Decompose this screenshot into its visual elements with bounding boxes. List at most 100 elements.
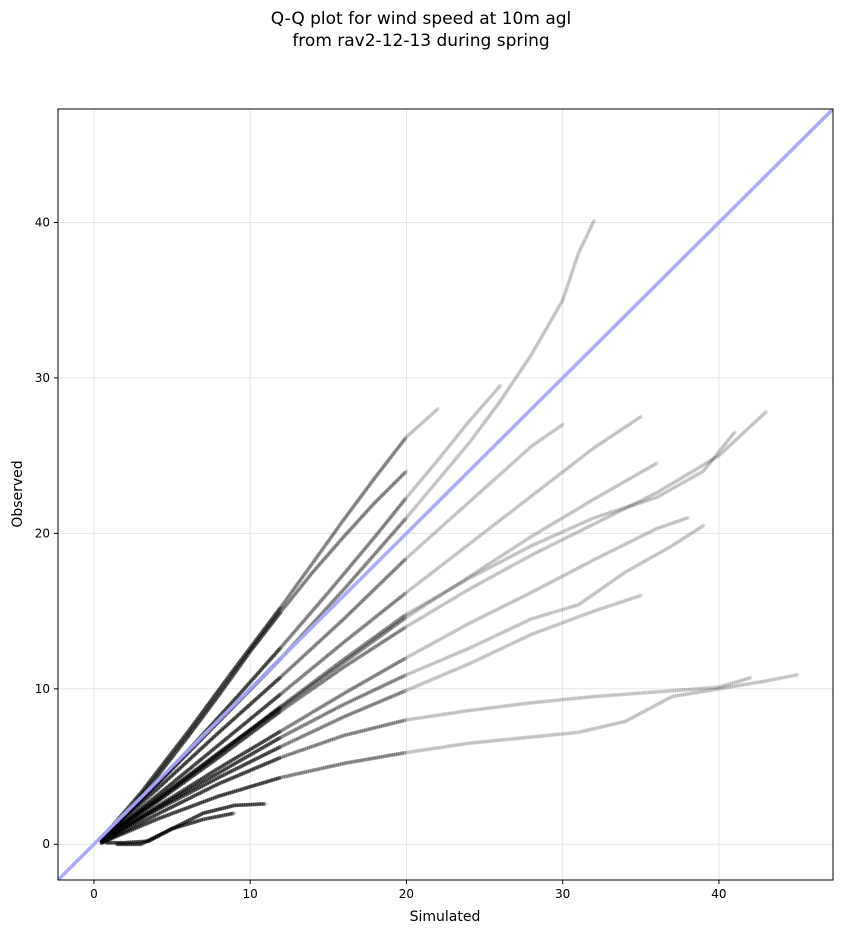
qq-point: [360, 653, 365, 658]
qq-point: [475, 740, 480, 745]
qq-point: [356, 554, 361, 559]
qq-point: [380, 609, 385, 614]
qq-point: [545, 482, 550, 487]
qq-point: [398, 628, 403, 633]
qq-point: [723, 442, 728, 447]
qq-point: [357, 729, 362, 734]
qq-point: [684, 472, 689, 477]
qq-point: [697, 471, 702, 476]
qq-point: [548, 625, 553, 630]
qq-point: [468, 620, 473, 625]
qq-point: [391, 663, 396, 668]
qq-point: [603, 516, 608, 521]
qq-point: [282, 671, 287, 676]
qq-point: [588, 523, 593, 528]
qq-point: [341, 665, 346, 670]
qq-point: [352, 503, 357, 508]
qq-point: [361, 624, 366, 629]
qq-point: [371, 646, 376, 651]
qq-point: [364, 510, 369, 515]
qq-point: [417, 604, 422, 609]
qq-point: [376, 612, 381, 617]
qq-point: [631, 502, 635, 507]
qq-point: [578, 247, 583, 252]
qq-point: [295, 588, 300, 593]
qq-point: [362, 597, 367, 602]
qq-point: [306, 566, 311, 571]
qq-point: [378, 724, 383, 729]
qq-point: [293, 698, 298, 703]
qq-point: [606, 436, 611, 441]
qq-point: [605, 693, 610, 698]
qq-point: [565, 527, 570, 532]
qq-point: [230, 811, 235, 816]
qq-point: [474, 430, 479, 435]
qq-point: [427, 488, 432, 493]
qq-point: [428, 466, 433, 471]
qq-point: [396, 676, 401, 681]
qq-point: [393, 480, 398, 485]
qq-point: [355, 519, 360, 524]
qq-point: [403, 436, 408, 441]
qq-point: [341, 571, 346, 576]
qq-point: [338, 590, 343, 595]
qq-point: [695, 472, 700, 477]
qq-point: [471, 708, 476, 713]
qq-point: [732, 430, 737, 435]
qq-point: [648, 705, 653, 710]
qq-point: [558, 471, 563, 476]
qq-point: [384, 489, 389, 494]
qq-point: [425, 537, 430, 542]
qq-point: [363, 562, 368, 567]
qq-point: [634, 563, 639, 568]
qq-point: [397, 524, 402, 529]
qq-point: [617, 429, 622, 434]
qq-point: [480, 531, 485, 536]
y-tick-label-0: 0: [42, 837, 50, 851]
qq-point: [356, 570, 361, 575]
qq-point: [349, 563, 354, 568]
qq-point: [288, 723, 293, 728]
qq-point: [607, 550, 612, 555]
qq-point: [425, 470, 430, 475]
qq-point: [428, 571, 433, 576]
qq-point: [382, 522, 387, 527]
qq-point: [408, 671, 413, 676]
qq-point: [343, 701, 348, 706]
qq-point: [506, 556, 510, 561]
qq-point: [656, 494, 661, 499]
qq-point: [289, 633, 294, 638]
qq-point: [351, 659, 356, 664]
qq-point: [512, 702, 517, 707]
qq-point: [370, 675, 375, 680]
qq-point: [621, 571, 626, 576]
qq-point: [294, 719, 299, 724]
qq-point: [536, 734, 541, 739]
qq-point: [731, 684, 736, 689]
qq-point: [311, 686, 316, 691]
qq-point: [300, 693, 305, 698]
qq-point: [629, 503, 634, 508]
qq-point: [286, 703, 291, 708]
qq-point: [382, 577, 387, 582]
qq-point: [642, 496, 647, 501]
qq-point: [340, 658, 345, 663]
qq-point: [438, 475, 443, 480]
qq-point: [666, 545, 671, 550]
qq-point: [341, 517, 346, 522]
qq-point: [322, 595, 327, 600]
qq-point: [472, 538, 477, 543]
qq-point: [298, 577, 303, 582]
qq-point: [485, 484, 490, 489]
qq-point: [497, 632, 502, 637]
qq-point: [461, 624, 466, 629]
qq-point: [558, 621, 563, 626]
qq-point: [370, 537, 375, 542]
qq-point: [582, 562, 587, 567]
qq-point: [693, 473, 698, 478]
qq-point: [521, 365, 526, 370]
qq-point: [285, 773, 290, 778]
qq-point: [398, 562, 403, 567]
qq-point: [330, 627, 335, 632]
qq-point: [462, 663, 467, 668]
